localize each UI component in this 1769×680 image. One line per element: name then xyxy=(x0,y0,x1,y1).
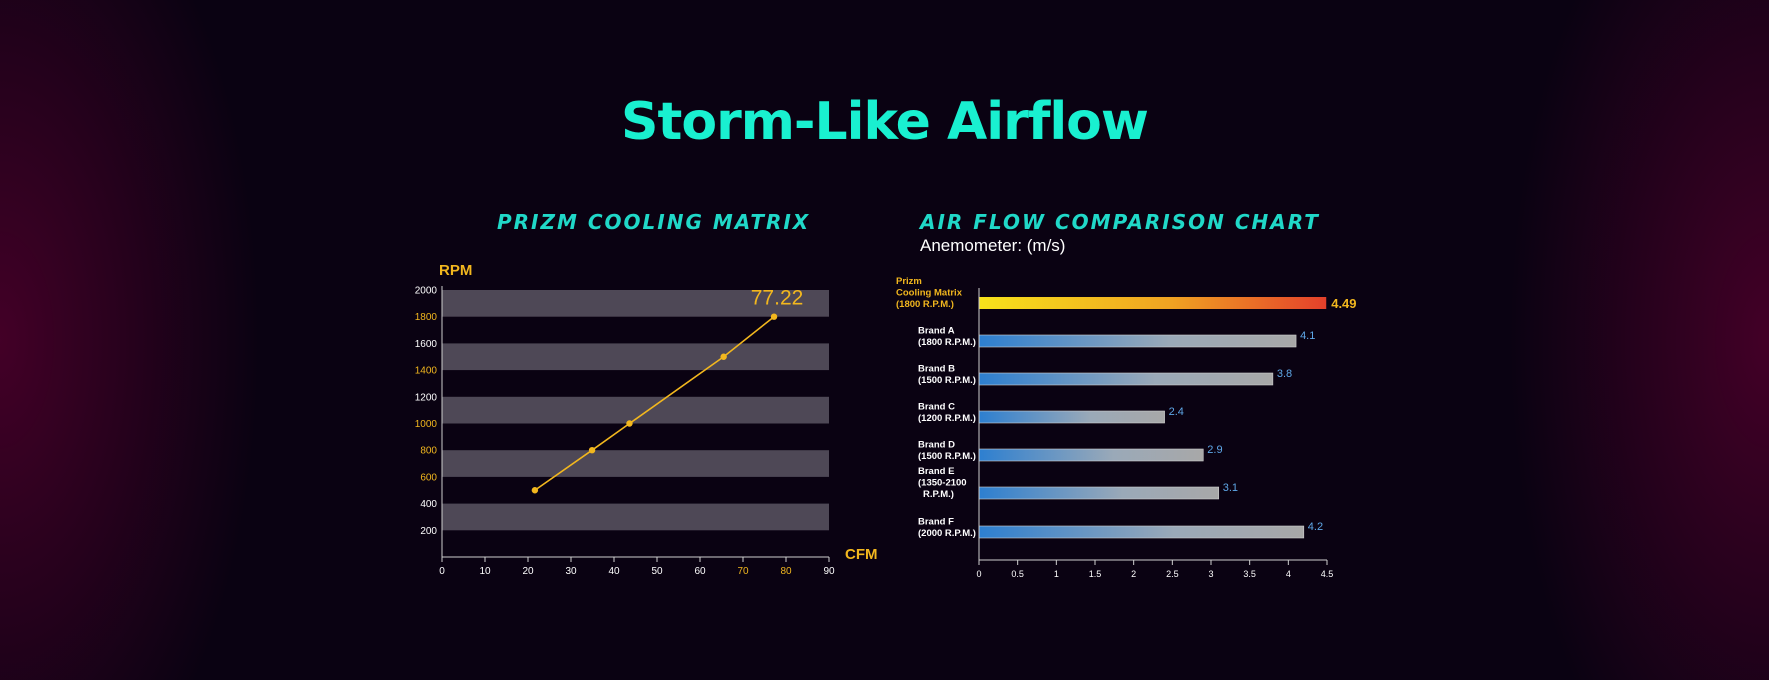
bar-value-label: 4.49 xyxy=(1331,296,1356,311)
bar-category-label-line: (1500 R.P.M.) xyxy=(918,451,976,462)
bar-category-label: Brand C (1200 R.P.M.) xyxy=(918,402,976,425)
bar-value-label: 3.1 xyxy=(1223,482,1238,494)
bar-category-label-line: (1350-2100 xyxy=(918,478,967,489)
bar-value-label: 3.8 xyxy=(1277,368,1292,380)
bar-category-label: Brand A (1800 R.P.M.) xyxy=(918,326,976,349)
y-axis-label: RPM xyxy=(439,262,472,279)
y-tick-label: 400 xyxy=(420,499,437,510)
data-point xyxy=(770,313,778,320)
bar-category-label-line: (1200 R.P.M.) xyxy=(918,413,976,424)
bar-category-label: Brand F (2000 R.P.M.) xyxy=(918,517,976,540)
bar-category-label: Brand D (1500 R.P.M.) xyxy=(918,440,976,463)
y-tick-label: 2000 xyxy=(415,286,438,297)
bar-category-label-line: Brand B xyxy=(918,364,955,375)
x-tick-label: 2.5 xyxy=(1166,569,1179,579)
peak-value-annotation: 77.22 xyxy=(751,287,804,310)
bar-category-label: Brand B (1500 R.P.M.) xyxy=(918,364,976,387)
brand-bar xyxy=(978,410,1165,424)
x-tick-label: 90 xyxy=(823,566,835,577)
y-tick-label: 1000 xyxy=(415,419,438,430)
airflow-comparison-chart-title: AIR FLOW COMPARISON CHART xyxy=(920,210,1320,234)
brand-bar xyxy=(978,525,1305,539)
bar-category-label-line: (1500 R.P.M.) xyxy=(918,375,976,386)
bar-category-label-line: Brand A xyxy=(918,326,955,337)
bar-category-label-line: Brand F xyxy=(918,517,954,528)
bar-value-label: 2.4 xyxy=(1169,406,1184,418)
bar-category-label-line: (1800 R.P.M.) xyxy=(918,337,976,348)
bar-value-label: 2.9 xyxy=(1207,444,1222,456)
rpm-band xyxy=(442,343,829,371)
bar-category-label-line: (2000 R.P.M.) xyxy=(918,528,976,539)
bar-category-label-line: Prizm xyxy=(896,276,922,287)
x-tick-label: 70 xyxy=(737,566,749,577)
x-tick-label: 0 xyxy=(439,566,445,577)
bar-category-label-line: Brand E xyxy=(918,466,954,477)
data-point xyxy=(720,353,727,360)
x-tick-label: 0.5 xyxy=(1011,569,1024,579)
x-tick-label: 0 xyxy=(976,569,981,579)
rpm-band xyxy=(442,503,829,531)
bar-category-label-line: (1800 R.P.M.) xyxy=(896,299,954,310)
brand-bar xyxy=(978,334,1297,348)
x-tick-label: 1 xyxy=(1054,569,1059,579)
bar-category-label-line: Cooling Matrix xyxy=(896,288,963,299)
x-tick-label: 4 xyxy=(1286,569,1291,579)
bar-category-label: Prizm Cooling Matrix (1800 R.P.M.) xyxy=(896,276,963,310)
airflow-comparison-subtitle: Anemometer: (m/s) xyxy=(920,236,1066,255)
y-tick-label: 600 xyxy=(420,472,437,483)
prizm-bar xyxy=(979,297,1327,309)
x-axis-label: CFM xyxy=(845,546,878,563)
x-tick-label: 30 xyxy=(565,566,577,577)
page-title: Storm-Like Airflow xyxy=(621,92,1149,152)
brand-bar xyxy=(978,448,1204,462)
bar-category-label-line: R.P.M.) xyxy=(923,489,954,500)
bar-category-label-line: Brand D xyxy=(918,440,955,451)
cooling-matrix-chart-title: PRIZM COOLING MATRIX xyxy=(497,210,811,234)
x-tick-label: 80 xyxy=(780,566,792,577)
x-tick-label: 3.5 xyxy=(1243,569,1256,579)
x-tick-label: 60 xyxy=(694,566,706,577)
bar-category-label: Brand E (1350-2100 R.P.M.) xyxy=(918,466,967,500)
data-point xyxy=(626,420,633,427)
y-tick-label: 1200 xyxy=(415,392,438,403)
x-tick-label: 2 xyxy=(1131,569,1136,579)
y-tick-label: 1400 xyxy=(415,366,438,377)
x-tick-label: 40 xyxy=(608,566,620,577)
bar-value-label: 4.2 xyxy=(1308,521,1323,533)
x-tick-label: 50 xyxy=(651,566,663,577)
bar-category-label-line: Brand C xyxy=(918,402,955,413)
x-tick-label: 10 xyxy=(479,566,491,577)
y-tick-label: 1600 xyxy=(415,339,438,350)
x-tick-label: 4.5 xyxy=(1321,569,1334,579)
y-tick-label: 1800 xyxy=(415,312,438,323)
x-tick-label: 1.5 xyxy=(1089,569,1102,579)
cooling-matrix-line-chart: 0 10 20 30 40 50 60 70 80 90 200 400 600 800 1000 1200 1… xyxy=(415,262,878,577)
x-tick-label: 3 xyxy=(1208,569,1213,579)
bar-value-label: 4.1 xyxy=(1300,330,1315,342)
y-tick-label: 200 xyxy=(420,526,437,537)
data-point xyxy=(588,447,596,454)
y-tick-label: 800 xyxy=(420,446,437,457)
data-point xyxy=(531,487,539,494)
brand-bar xyxy=(978,372,1274,386)
rpm-band xyxy=(442,290,829,317)
brand-bar xyxy=(978,486,1220,500)
rpm-band xyxy=(442,450,829,477)
x-tick-label: 20 xyxy=(522,566,534,577)
